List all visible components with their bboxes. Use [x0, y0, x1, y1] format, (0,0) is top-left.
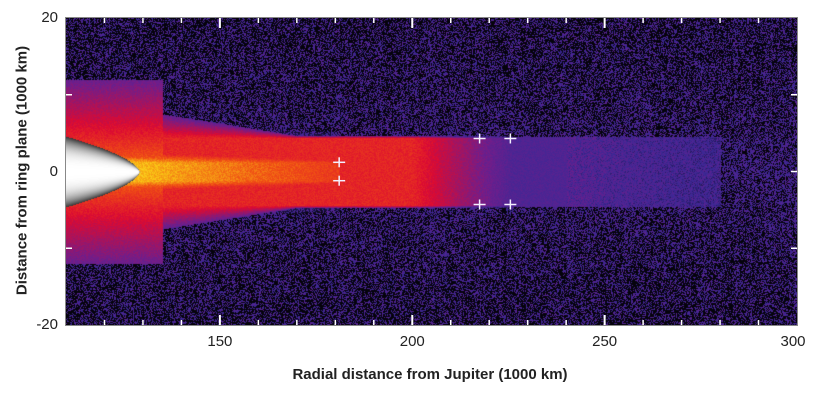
x-tick-label: 200: [399, 333, 425, 350]
plus-marker: [473, 199, 486, 210]
plot-overlay: [66, 18, 797, 325]
y-tick-label: -20: [36, 316, 58, 333]
plus-marker: [473, 133, 486, 144]
x-axis-title: Radial distance from Jupiter (1000 km): [292, 366, 568, 383]
y-tick-label: 0: [49, 162, 58, 180]
x-tick-label: 250: [592, 333, 618, 350]
plus-marker: [504, 133, 517, 144]
x-tick-label: 150: [207, 333, 233, 350]
heatmap-plot-area: [65, 17, 798, 326]
plus-marker: [333, 157, 346, 168]
plus-marker: [333, 175, 346, 186]
x-tick-label: 300: [780, 333, 806, 350]
heatmap-image: [66, 18, 797, 325]
plus-marker: [504, 199, 517, 210]
y-tick-label: 20: [41, 9, 58, 26]
